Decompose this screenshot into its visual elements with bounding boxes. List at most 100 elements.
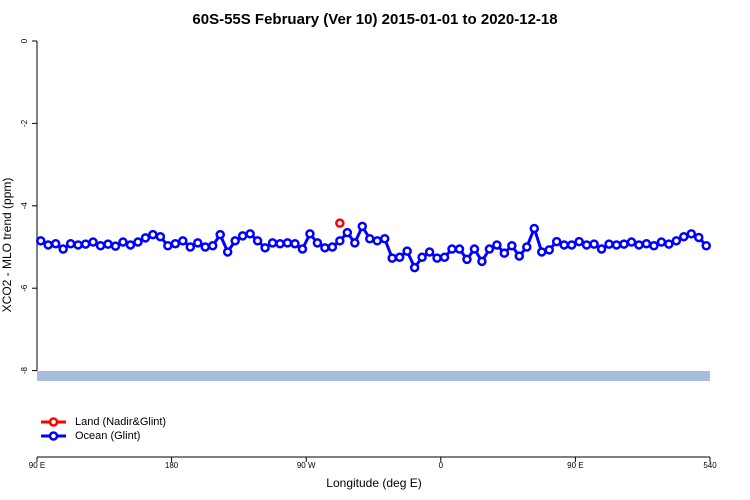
data-point: [611, 240, 622, 250]
y-tick-label: -2: [20, 119, 29, 127]
data-point: [701, 241, 712, 251]
data-point: [522, 242, 532, 252]
data-point: [290, 238, 300, 249]
data-point: [222, 247, 233, 257]
data-point: [387, 253, 397, 263]
data-point: [260, 243, 270, 253]
data-point: [282, 238, 293, 248]
data-point: [80, 239, 91, 249]
coverage-band: [37, 371, 710, 381]
data-point: [664, 239, 674, 249]
x-tick-label: 540: [703, 461, 717, 470]
data-point: [327, 242, 338, 252]
data-point: [394, 252, 405, 263]
x-tick-label: 180: [165, 461, 179, 470]
data-point: [686, 229, 697, 239]
legend-label: Land (Nadir&Glint): [75, 416, 166, 428]
data-point: [125, 240, 136, 250]
data-point: [237, 231, 248, 241]
data-point: [320, 243, 330, 253]
data-point: [335, 236, 345, 246]
x-tick-label: 90 E: [29, 461, 45, 470]
data-point: [574, 236, 584, 247]
y-tick-label: -8: [20, 366, 29, 374]
data-point: [178, 236, 188, 246]
data-point: [589, 239, 599, 249]
data-point: [596, 244, 607, 254]
data-point: [95, 241, 106, 251]
data-point: [417, 252, 427, 263]
data-point: [155, 231, 166, 242]
data-point: [507, 241, 517, 251]
y-tick-label: -6: [20, 284, 29, 292]
data-point: [634, 240, 644, 250]
data-point: [170, 238, 181, 249]
data-point: [193, 238, 203, 248]
data-point: [439, 252, 450, 263]
data-point: [140, 233, 151, 243]
data-point: [275, 238, 285, 249]
y-axis-label: XCO2 - MLO trend (ppm): [0, 178, 14, 313]
data-point: [350, 238, 360, 248]
data-point: [207, 241, 218, 251]
data-point: [477, 256, 487, 267]
data-point: [537, 247, 547, 257]
data-point: [58, 244, 68, 254]
x-tick-label: 0: [439, 461, 444, 470]
data-point: [454, 244, 465, 254]
data-point: [118, 237, 128, 247]
chart-title: 60S-55S February (Ver 10) 2015-01-01 to …: [192, 11, 557, 28]
data-point: [402, 246, 412, 256]
legend-label: Ocean (Glint): [75, 430, 140, 442]
data-point: [679, 231, 689, 242]
data-point: [379, 234, 390, 244]
data-point: [559, 240, 569, 250]
data-point: [73, 240, 83, 250]
data-point: [581, 240, 592, 250]
data-point: [462, 254, 472, 265]
data-point: [409, 262, 420, 273]
data-point: [626, 237, 637, 247]
data-point: [335, 218, 345, 228]
data-point: [65, 238, 76, 249]
data-point: [365, 234, 375, 244]
data-point: [245, 229, 255, 239]
data-point: [88, 237, 98, 247]
data-point: [694, 232, 704, 243]
data-point: [566, 240, 577, 250]
data-point: [50, 238, 61, 249]
data-point: [484, 244, 495, 254]
x-axis-label: Longitude (deg E): [326, 476, 421, 490]
data-point: [514, 251, 525, 261]
data-point: [604, 239, 614, 249]
x-tick-label: 90 W: [297, 461, 316, 470]
data-point: [252, 236, 263, 246]
data-point: [185, 242, 196, 252]
data-point: [551, 236, 562, 247]
data-point: [35, 236, 46, 246]
data-point: [148, 229, 158, 240]
data-point: [544, 245, 554, 255]
data-point: [529, 223, 540, 234]
data-point: [342, 227, 353, 238]
data-point: [230, 236, 240, 246]
data-point: [641, 238, 652, 249]
data-point: [200, 242, 210, 252]
data-point: [469, 244, 480, 254]
data-point: [297, 244, 308, 254]
data-point: [447, 244, 457, 254]
data-point: [133, 237, 143, 247]
data-point: [656, 237, 667, 247]
legend-marker: [48, 417, 59, 427]
legend-marker: [48, 431, 59, 441]
data-point: [215, 229, 225, 240]
y-tick-label: -4: [20, 202, 29, 210]
data-point: [312, 238, 323, 248]
data-point: [103, 239, 113, 249]
data-point: [649, 241, 659, 251]
data-point: [492, 240, 502, 250]
data-point: [357, 221, 368, 232]
data-point: [43, 240, 53, 250]
data-point: [372, 236, 382, 246]
